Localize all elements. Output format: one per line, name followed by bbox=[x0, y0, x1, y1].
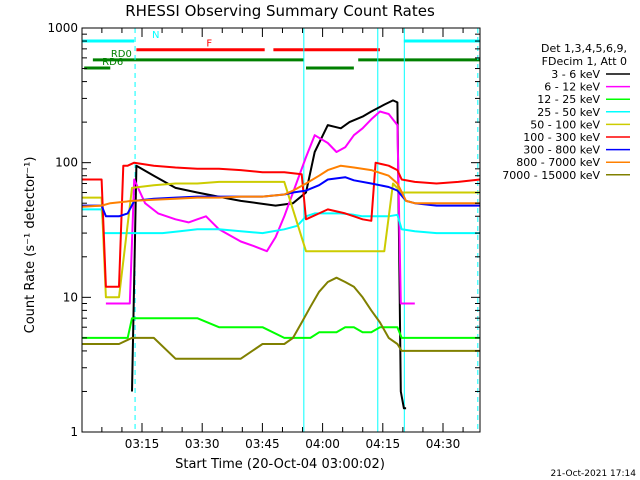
series-line-50-100-kev bbox=[82, 180, 480, 299]
series-line-3-6-kev bbox=[131, 99, 407, 410]
legend-label-50-100-kev: 50 - 100 keV bbox=[530, 118, 600, 131]
series-line-7000-15000-kev bbox=[82, 276, 480, 360]
legend-label-25-50-kev: 25 - 50 keV bbox=[537, 106, 600, 119]
legend-label-3-6-kev: 3 - 6 keV bbox=[551, 68, 600, 81]
series-line-800-7000-kev bbox=[81, 164, 480, 208]
legend-label-6-12-kev: 6 - 12 keV bbox=[544, 81, 600, 94]
x-axis-label: Start Time (20-Oct-04 03:00:02) bbox=[175, 457, 385, 472]
chart-title: RHESSI Observing Summary Count Rates bbox=[125, 2, 435, 20]
plot-frame bbox=[81, 27, 481, 433]
legend-label-7000-15000-kev: 7000 - 15000 keV bbox=[502, 169, 600, 182]
y-axis-label: Count Rate (s⁻¹ detector⁻¹) bbox=[23, 157, 38, 334]
series-line-25-50-kev bbox=[82, 208, 480, 235]
y-tick-label: 100 bbox=[55, 156, 78, 170]
x-tick-label: 04:15 bbox=[366, 437, 401, 451]
x-tick-label: 03:15 bbox=[125, 437, 160, 451]
flag-label-rd6: RD6 bbox=[102, 57, 123, 68]
generation-timestamp: 21-Oct-2021 17:14 bbox=[551, 469, 637, 479]
y-tick-label: 1 bbox=[70, 425, 78, 439]
legend-header-line-2: FDecim 1, Att 0 bbox=[542, 55, 627, 68]
legend-label-300-800-kev: 300 - 800 keV bbox=[523, 144, 600, 157]
x-tick-label: 03:30 bbox=[185, 437, 220, 451]
x-tick-label: 04:30 bbox=[426, 437, 461, 451]
flag-label-f: F bbox=[206, 39, 212, 50]
y-tick-label: 1000 bbox=[47, 21, 78, 35]
series-layer bbox=[81, 99, 481, 410]
legend-label-800-7000-kev: 800 - 7000 keV bbox=[516, 156, 600, 169]
flag-label-n: N bbox=[152, 30, 159, 41]
legend-label-12-25-kev: 12 - 25 keV bbox=[537, 93, 600, 106]
legend-label-100-300-kev: 100 - 300 keV bbox=[523, 131, 600, 144]
series-line-6-12-kev bbox=[105, 110, 415, 305]
x-tick-label: 03:45 bbox=[245, 437, 280, 451]
legend-header-line-1: Det 1,3,4,5,6,9, bbox=[541, 42, 627, 55]
y-tick-label: 10 bbox=[63, 290, 78, 304]
flag-label-rd0: RD0 bbox=[111, 49, 132, 60]
series-line-300-800-kev bbox=[82, 176, 480, 218]
axes-layer: 1 10 100 1000 03:15 03:30 03:45 04:00 04:15 04:30 bbox=[47, 21, 481, 451]
series-line-12-25-kev bbox=[82, 317, 480, 339]
series-line-100-300-kev bbox=[82, 161, 481, 288]
x-tick-label: 04:00 bbox=[305, 437, 340, 451]
